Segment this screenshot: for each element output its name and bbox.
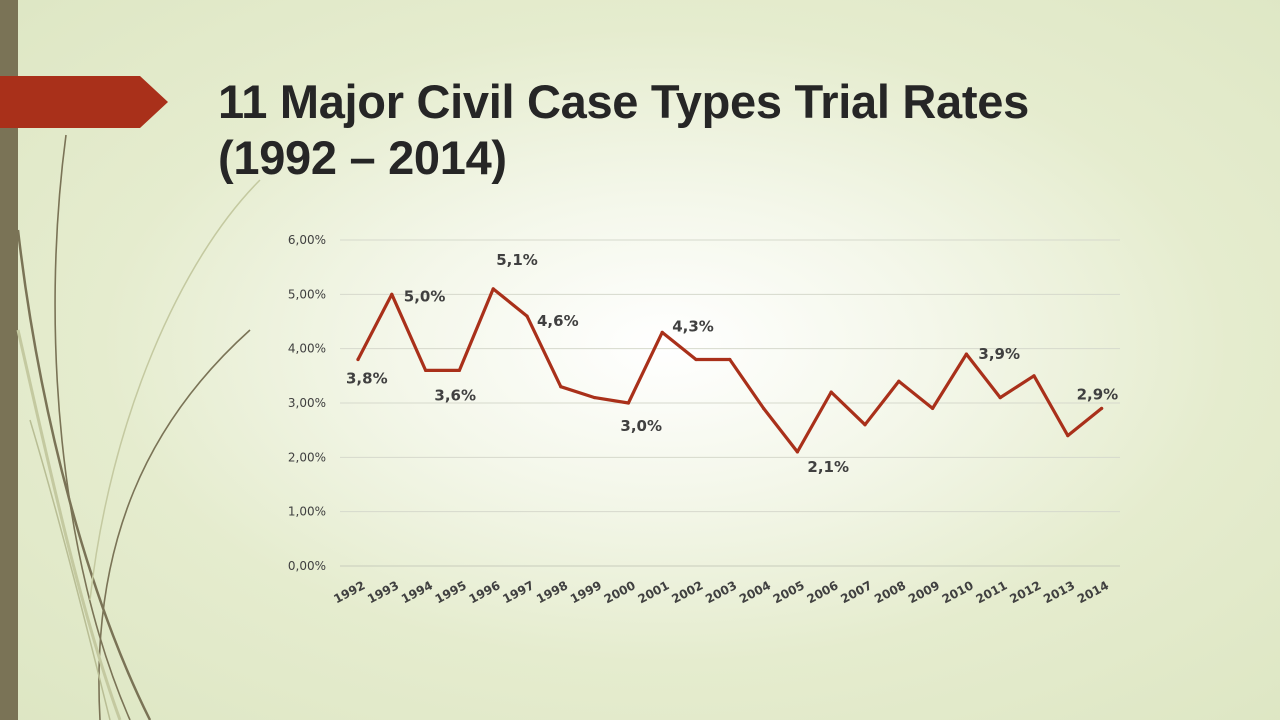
y-tick-label: 4,00% bbox=[288, 342, 326, 356]
x-tick-label: 2012 bbox=[1007, 578, 1043, 606]
data-point bbox=[931, 406, 935, 411]
x-tick-label: 1994 bbox=[399, 578, 435, 606]
title-arrow-marker bbox=[0, 76, 168, 128]
data-point bbox=[356, 357, 360, 362]
arrow-shape bbox=[0, 76, 168, 128]
data-point bbox=[795, 450, 800, 454]
x-tick-label: 1993 bbox=[365, 578, 401, 606]
data-point bbox=[1100, 406, 1104, 411]
data-label: 5,1% bbox=[496, 251, 538, 269]
slide-title-line-1: 11 Major Civil Case Types Trial Rates bbox=[218, 75, 1029, 128]
data-point bbox=[829, 390, 833, 394]
y-tick-label: 1,00% bbox=[288, 505, 326, 519]
data-label: 4,6% bbox=[537, 312, 579, 330]
data-point bbox=[998, 395, 1002, 400]
y-tick-label: 3,00% bbox=[288, 396, 326, 410]
data-point bbox=[1032, 374, 1036, 378]
data-label: 3,8% bbox=[346, 370, 388, 388]
data-label: 2,9% bbox=[1077, 385, 1119, 403]
data-label: 4,3% bbox=[672, 317, 714, 335]
data-point bbox=[525, 314, 529, 318]
y-tick-label: 2,00% bbox=[288, 450, 326, 464]
data-point bbox=[390, 292, 394, 296]
data-point bbox=[457, 368, 461, 372]
x-tick-label: 2000 bbox=[602, 578, 638, 606]
x-tick-label: 2001 bbox=[636, 578, 672, 606]
x-tick-label: 1996 bbox=[467, 578, 503, 606]
x-tick-label: 1998 bbox=[534, 578, 570, 606]
y-tick-label: 0,00% bbox=[288, 559, 326, 573]
data-point bbox=[1066, 434, 1070, 438]
data-point bbox=[491, 287, 495, 291]
x-tick-label: 2007 bbox=[838, 578, 874, 606]
data-point bbox=[863, 423, 867, 427]
y-tick-label: 5,00% bbox=[288, 287, 326, 301]
slide-title-line-2: (1992 – 2014) bbox=[218, 131, 507, 184]
data-point bbox=[897, 379, 901, 383]
x-tick-label: 2003 bbox=[703, 578, 739, 606]
y-tick-label: 6,00% bbox=[288, 233, 326, 247]
slide-title: 11 Major Civil Case Types Trial Rates (1… bbox=[218, 74, 1198, 186]
data-point bbox=[626, 401, 631, 405]
x-tick-label: 2002 bbox=[669, 578, 705, 606]
x-tick-label: 2013 bbox=[1041, 578, 1077, 606]
x-tick-label: 2009 bbox=[906, 578, 942, 606]
x-tick-label: 2011 bbox=[974, 578, 1010, 606]
data-label: 5,0% bbox=[404, 287, 446, 305]
x-tick-label: 1995 bbox=[433, 578, 469, 606]
side-accent-bar bbox=[0, 0, 18, 720]
x-tick-label: 2006 bbox=[805, 578, 841, 606]
data-point bbox=[424, 368, 428, 372]
x-tick-label: 2005 bbox=[771, 578, 807, 606]
data-point bbox=[728, 357, 732, 362]
data-point bbox=[593, 395, 597, 400]
data-label: 3,9% bbox=[978, 345, 1020, 363]
data-point bbox=[559, 385, 563, 389]
x-tick-label: 2010 bbox=[940, 578, 976, 606]
x-tick-label: 1997 bbox=[500, 578, 536, 606]
x-tick-label: 2008 bbox=[872, 578, 908, 606]
x-tick-label: 1999 bbox=[568, 578, 604, 606]
data-point bbox=[660, 330, 664, 334]
data-point bbox=[964, 352, 969, 356]
data-label: 3,6% bbox=[434, 386, 476, 404]
x-tick-label: 2014 bbox=[1075, 578, 1111, 606]
x-tick-label: 1992 bbox=[331, 578, 367, 606]
data-point bbox=[694, 357, 698, 362]
series-line bbox=[356, 287, 1104, 454]
decorative-curves bbox=[16, 134, 261, 720]
x-tick-label: 2004 bbox=[737, 578, 773, 606]
data-label: 3,0% bbox=[620, 417, 662, 435]
data-point bbox=[762, 406, 766, 411]
data-label: 2,1% bbox=[807, 458, 849, 476]
